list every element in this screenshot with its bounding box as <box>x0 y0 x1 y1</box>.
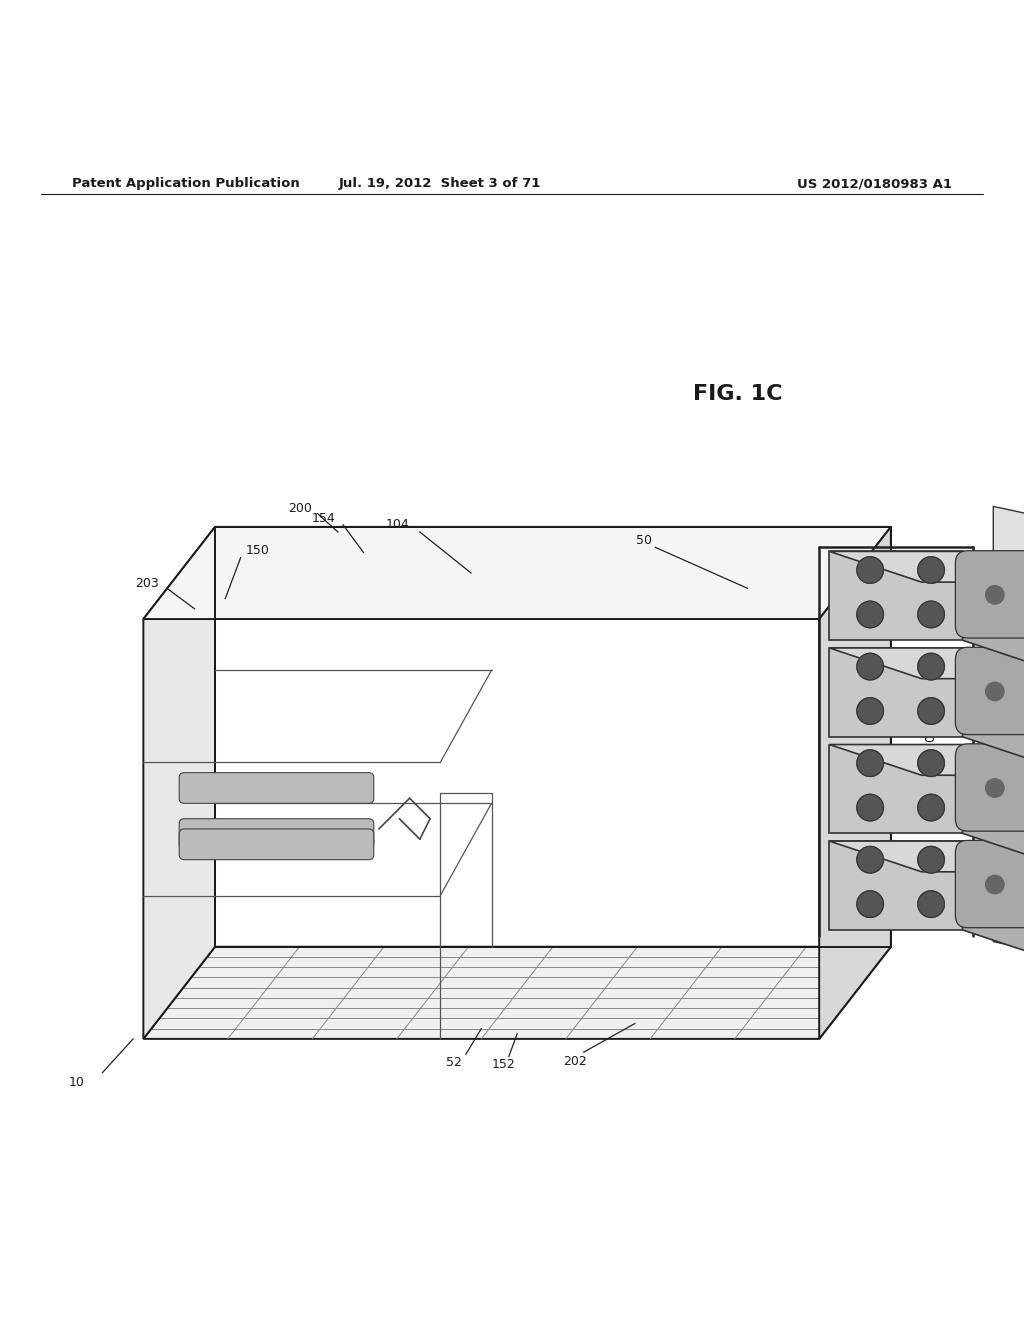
Polygon shape <box>963 841 1024 961</box>
Polygon shape <box>819 527 891 1039</box>
Polygon shape <box>829 552 963 640</box>
Circle shape <box>985 779 1004 797</box>
Polygon shape <box>963 744 1024 865</box>
FancyBboxPatch shape <box>955 550 1024 638</box>
Text: US 2012/0180983 A1: US 2012/0180983 A1 <box>798 177 952 190</box>
Text: 104: 104 <box>386 519 410 532</box>
FancyBboxPatch shape <box>179 772 374 804</box>
Circle shape <box>857 750 884 776</box>
Text: Jul. 19, 2012  Sheet 3 of 71: Jul. 19, 2012 Sheet 3 of 71 <box>339 177 542 190</box>
Circle shape <box>918 698 944 725</box>
Text: 203: 203 <box>135 577 159 590</box>
Circle shape <box>857 795 884 821</box>
Text: 105D: 105D <box>879 841 892 873</box>
Circle shape <box>857 891 884 917</box>
Text: 200: 200 <box>289 502 312 515</box>
Polygon shape <box>829 744 963 833</box>
Circle shape <box>985 682 1004 701</box>
Polygon shape <box>829 744 1024 775</box>
Text: 105A: 105A <box>942 684 955 714</box>
Circle shape <box>918 846 944 873</box>
Text: 10: 10 <box>69 1076 85 1089</box>
FancyBboxPatch shape <box>179 818 374 850</box>
Circle shape <box>918 795 944 821</box>
Text: 150: 150 <box>246 544 269 557</box>
Circle shape <box>985 586 1004 605</box>
Circle shape <box>918 750 944 776</box>
Circle shape <box>985 875 1004 894</box>
Polygon shape <box>143 946 891 1039</box>
FancyBboxPatch shape <box>955 841 1024 928</box>
Polygon shape <box>829 648 1024 678</box>
Text: 105B: 105B <box>920 729 933 759</box>
Text: 202: 202 <box>563 1055 588 1068</box>
Text: FIG. 1C: FIG. 1C <box>692 384 782 404</box>
Text: 152: 152 <box>492 1059 516 1071</box>
Text: 50: 50 <box>636 533 652 546</box>
FancyBboxPatch shape <box>955 647 1024 735</box>
Polygon shape <box>963 552 1024 671</box>
Polygon shape <box>829 552 1024 582</box>
Polygon shape <box>143 527 891 619</box>
Polygon shape <box>963 648 1024 767</box>
Text: 154: 154 <box>312 512 336 525</box>
Text: 52: 52 <box>445 1056 462 1069</box>
Circle shape <box>857 557 884 583</box>
Circle shape <box>918 891 944 917</box>
Circle shape <box>918 557 944 583</box>
Circle shape <box>918 653 944 680</box>
Circle shape <box>857 698 884 725</box>
Polygon shape <box>829 841 1024 871</box>
Polygon shape <box>829 648 963 737</box>
Text: 105C: 105C <box>899 785 912 816</box>
Text: Patent Application Publication: Patent Application Publication <box>72 177 299 190</box>
Circle shape <box>857 846 884 873</box>
FancyBboxPatch shape <box>179 829 374 859</box>
FancyBboxPatch shape <box>955 744 1024 832</box>
Circle shape <box>857 653 884 680</box>
Polygon shape <box>143 527 215 1039</box>
Circle shape <box>857 601 884 628</box>
Circle shape <box>918 601 944 628</box>
Polygon shape <box>993 507 1024 957</box>
Polygon shape <box>829 841 963 929</box>
